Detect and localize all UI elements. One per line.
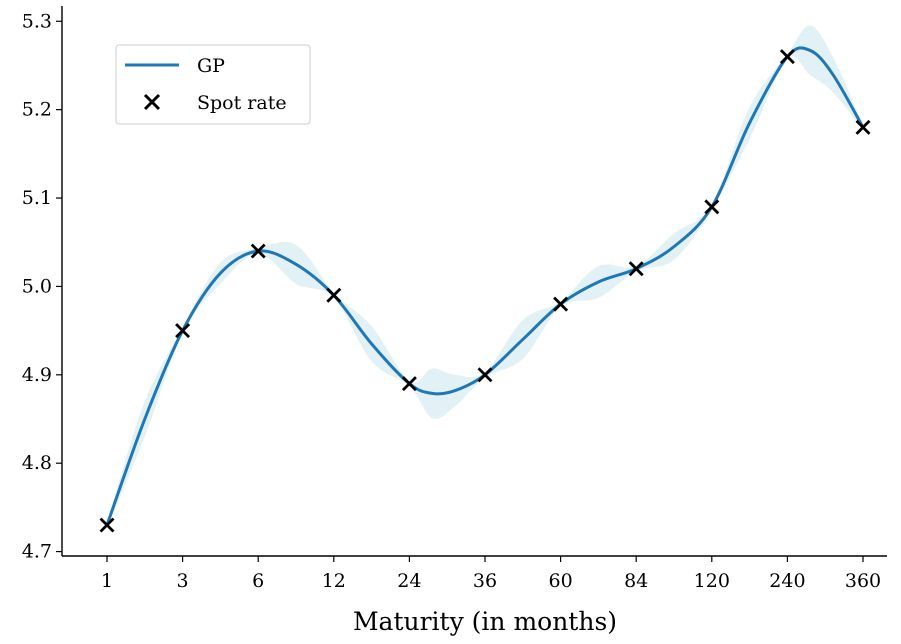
spot-rate-point (175, 323, 191, 339)
spot-rate-point (628, 261, 644, 277)
x-tick-label: 24 (397, 570, 421, 592)
x-tick-label: 3 (177, 570, 189, 592)
spot-rate-point (553, 296, 569, 312)
axes: 4.74.84.95.05.15.25.31 3 6 12 24 36 60 84 120 240… (22, 6, 887, 636)
spot-rate-point (855, 119, 871, 135)
x-tick-label: 36 (473, 570, 497, 592)
legend-gp-label: GP (197, 55, 225, 77)
legend-spot-label: Spot rate (197, 92, 287, 114)
spot-rate-point (250, 243, 266, 259)
x-tick-label: 84 (624, 570, 648, 592)
x-tick-label: 60 (549, 570, 573, 592)
y-tick-label: 5.1 (22, 187, 52, 209)
legend: GP Spot rate (115, 44, 311, 125)
y-tick-label: 4.8 (22, 452, 52, 474)
y-tick-label: 4.7 (22, 541, 52, 563)
y-tick-label: 5.3 (22, 10, 52, 32)
x-tick-label: 120 (694, 570, 730, 592)
spot-rate-point (779, 49, 795, 65)
spot-rate-point (326, 287, 342, 303)
legend-spot-marker (143, 93, 161, 111)
x-axis-title: Maturity (in months) (353, 607, 617, 636)
x-tick-label: 240 (769, 570, 805, 592)
spot-rate-point (99, 517, 115, 533)
x-tick-label: 1 (101, 570, 113, 592)
x-tick-label: 360 (845, 570, 881, 592)
x-tick-label: 6 (252, 570, 264, 592)
plot-area (99, 25, 871, 533)
spot-rate-point (477, 367, 493, 383)
x-tick-label: 12 (322, 570, 346, 592)
y-tick-label: 5.2 (22, 99, 52, 121)
spot-rate-point (704, 199, 720, 215)
spot-rate-point (401, 376, 417, 392)
y-tick-label: 4.9 (22, 364, 52, 386)
y-tick-label: 5.0 (22, 275, 52, 297)
